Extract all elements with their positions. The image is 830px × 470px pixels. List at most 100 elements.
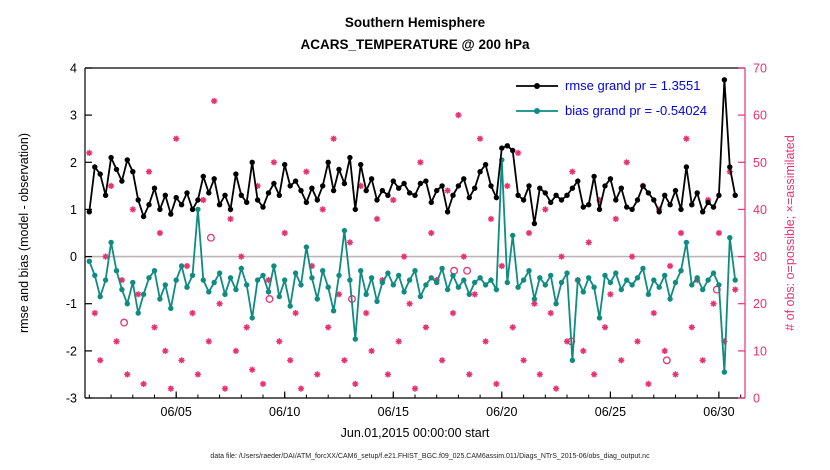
obs-assimilated-marker	[276, 338, 283, 345]
bias-series	[86, 157, 738, 375]
obs-assimilated-marker	[373, 215, 381, 222]
obs-assimilated-marker	[227, 215, 234, 222]
bias-point	[140, 291, 147, 297]
obs-assimilated-marker	[183, 262, 191, 270]
bias-point	[341, 227, 348, 234]
obs-assimilated-marker	[335, 291, 343, 298]
rmse-point	[124, 157, 130, 163]
obs-possible-marker	[463, 266, 472, 275]
x-tick-label: 06/20	[486, 405, 517, 419]
rmse-point	[314, 197, 320, 203]
rmse-point	[613, 197, 619, 203]
obs-assimilated-marker	[515, 149, 522, 156]
left-y-tick-label: 3	[70, 109, 77, 123]
obs-assimilated-marker	[580, 347, 587, 354]
bias-point	[406, 277, 413, 283]
rmse-point	[591, 173, 597, 180]
obs-assimilated-marker	[254, 182, 261, 189]
rmse-point	[178, 202, 185, 208]
obs-assimilated-marker	[553, 385, 560, 392]
bias-point	[526, 268, 532, 274]
bias-point	[727, 235, 733, 241]
rmse-point	[596, 206, 603, 213]
bias-point	[683, 239, 690, 246]
bias-point	[564, 270, 570, 276]
obs-assimilated-marker	[520, 357, 527, 364]
rmse-point	[700, 209, 706, 215]
rmse-point	[526, 183, 532, 189]
rmse-point	[488, 183, 494, 189]
obs-assimilated-marker	[498, 262, 505, 270]
rmse-point	[504, 143, 510, 149]
bias-point	[292, 270, 299, 276]
obs-assimilated-marker	[102, 253, 109, 260]
rmse-point	[406, 190, 413, 196]
rmse-point	[271, 180, 277, 187]
bias-point	[368, 275, 375, 281]
rmse-point	[86, 209, 93, 215]
bias-point	[216, 270, 223, 276]
bias-point	[553, 301, 559, 307]
rmse-point	[352, 206, 358, 213]
rmse-point	[727, 164, 733, 170]
rmse-point	[195, 197, 201, 203]
bias-point	[624, 277, 630, 283]
obs-assimilated-marker	[200, 196, 207, 204]
obs-assimilated-marker	[238, 253, 245, 260]
bias-point	[548, 272, 554, 279]
bias-point	[537, 275, 543, 281]
obs-assimilated-marker	[384, 371, 391, 378]
obs-assimilated-marker	[173, 135, 180, 142]
rmse-point	[423, 178, 429, 184]
bias-point	[86, 258, 93, 264]
rmse-point	[135, 197, 141, 203]
bias-point	[287, 303, 293, 309]
rmse-point	[602, 183, 608, 189]
obs-assimilated-marker	[422, 324, 429, 331]
rmse-point	[200, 173, 206, 180]
rmse-point	[472, 185, 478, 191]
left-y-tick-label: 4	[70, 62, 77, 76]
rmse-point	[146, 202, 152, 208]
rmse-point	[548, 199, 554, 206]
rmse-point	[379, 187, 386, 194]
rmse-point	[455, 183, 462, 189]
rmse-point	[162, 192, 168, 198]
bias-point	[732, 277, 738, 283]
bias-point	[466, 291, 472, 297]
obs-assimilated-marker	[732, 286, 739, 293]
bias-point	[531, 296, 538, 302]
obs-assimilated-marker	[455, 112, 462, 119]
rmse-point	[140, 213, 147, 220]
bias-point	[184, 284, 190, 290]
rmse-point	[575, 178, 581, 184]
obs-assimilated-marker	[439, 357, 446, 364]
right-y-tick-label: 70	[753, 62, 767, 76]
bias-point	[271, 263, 277, 269]
obs-assimilated-marker	[243, 324, 250, 331]
rmse-point	[515, 192, 521, 198]
rmse-point	[265, 190, 272, 196]
rmse-point	[157, 206, 163, 213]
obs-assimilated-marker	[330, 135, 337, 142]
bias-point	[472, 279, 478, 286]
bias-point	[510, 232, 516, 239]
bias-point	[178, 263, 185, 269]
obs-assimilated-marker	[699, 357, 706, 364]
legend-rmse-label: rmse grand pr = 1.3551	[565, 78, 701, 93]
rmse-point	[368, 176, 375, 182]
rmse-point	[358, 161, 364, 168]
bias-point	[119, 286, 125, 293]
right-y-tick-label: 20	[753, 297, 767, 311]
left-y-tick-label: -1	[66, 297, 77, 311]
rmse-point	[586, 202, 592, 208]
obs-assimilated-marker	[281, 229, 288, 237]
obs-assimilated-marker	[113, 338, 120, 345]
legend: rmse grand pr = 1.3551 bias grand pr = -…	[516, 78, 707, 118]
obs-assimilated-marker	[135, 291, 142, 298]
obs-assimilated-marker	[341, 357, 348, 364]
bias-point	[412, 268, 418, 274]
rmse-point	[499, 145, 505, 151]
bias-point	[135, 310, 141, 316]
